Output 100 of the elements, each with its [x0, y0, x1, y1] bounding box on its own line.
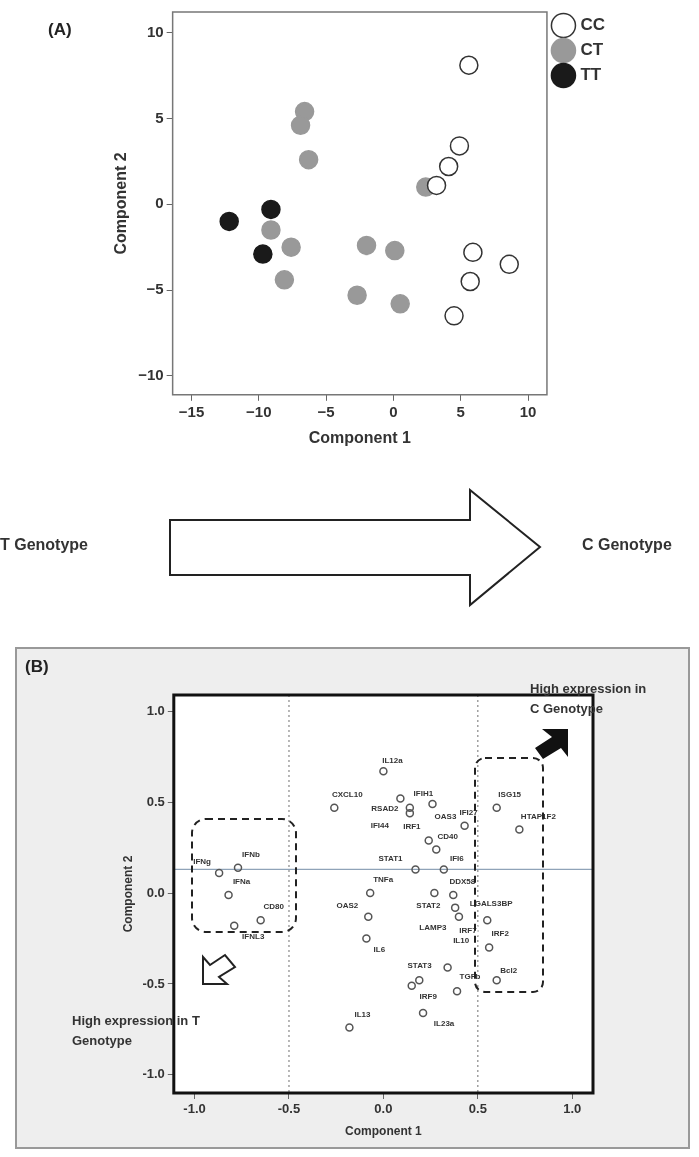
y-tick-label: -0.5: [142, 975, 165, 991]
point: [515, 825, 524, 834]
point: [405, 803, 415, 812]
point: [224, 890, 233, 900]
legend-label: TT: [580, 65, 602, 85]
x-tick-label: −10: [246, 402, 272, 420]
point: [443, 963, 452, 972]
x-tick-label: 0.0: [374, 1101, 393, 1117]
point: [452, 986, 462, 996]
point: [253, 244, 273, 264]
point: [450, 903, 460, 912]
annotation: IL12a: [382, 755, 404, 765]
x-tick-label: 10: [519, 402, 537, 420]
annotation: ISG15: [498, 789, 522, 799]
point: [463, 242, 483, 263]
annotation: LAMP3: [419, 922, 448, 932]
point: [454, 912, 464, 921]
y-tick-label: 1.0: [146, 702, 165, 718]
point: [411, 865, 420, 874]
point: [219, 211, 239, 232]
annotation: RSAD2: [371, 803, 399, 813]
point: [492, 803, 501, 812]
text: T Genotype: [0, 536, 89, 554]
point: [290, 115, 311, 136]
annotation: IFNL3: [242, 932, 265, 942]
annotation: IRF9: [419, 991, 438, 1001]
annotation: IFI6: [449, 853, 465, 863]
point: [460, 271, 480, 292]
text: (B): [25, 657, 49, 677]
annotation: STAT3: [407, 960, 433, 970]
point: [281, 237, 301, 257]
x-axis-title: Component 1: [345, 1124, 423, 1139]
point: [426, 175, 447, 196]
y-tick-label: 5: [155, 108, 164, 126]
point: [492, 976, 501, 985]
point: [430, 888, 439, 898]
point: [364, 912, 373, 921]
x-tick-label: −5: [317, 402, 335, 420]
annotation: IFIH1: [413, 788, 434, 798]
point: [428, 799, 437, 809]
y-tick-label: −10: [138, 366, 164, 384]
annotation: IFI44: [370, 821, 390, 831]
y-tick-label: 0.0: [146, 884, 165, 900]
point: [449, 136, 470, 156]
point: [438, 156, 459, 177]
legend-label: CC: [580, 15, 606, 35]
legend-label: CT: [580, 40, 604, 60]
point: [407, 981, 416, 991]
point: [459, 55, 479, 75]
text: (A): [48, 20, 72, 40]
point: [460, 821, 469, 831]
annotation: CXCL10: [331, 789, 364, 799]
annotation: TNFa: [373, 875, 394, 885]
x-tick-label: 0.5: [468, 1101, 487, 1117]
y-tick-label: 0: [155, 194, 164, 212]
point: [233, 863, 243, 872]
annotation: IFNa: [232, 877, 251, 887]
y-axis-title: Component 2: [120, 855, 135, 933]
point: [432, 845, 441, 854]
annotation: IRF1: [403, 822, 422, 832]
point: [298, 149, 319, 170]
annotation: OAS3: [434, 812, 457, 822]
annotation: IRF2: [491, 928, 510, 938]
x-tick-label: −15: [178, 402, 205, 420]
point: [365, 888, 375, 898]
x-tick-label: -1.0: [183, 1101, 206, 1117]
annotation: OAS2: [336, 900, 359, 910]
point: [347, 285, 367, 305]
annotation: IFNg: [193, 857, 212, 867]
point: [418, 1008, 428, 1018]
y-tick-label: 10: [146, 22, 164, 40]
point: [261, 199, 281, 220]
point: [405, 808, 415, 818]
point: [390, 294, 410, 314]
annotation: CD80: [263, 901, 285, 911]
point: [415, 976, 424, 985]
annotation: IL10: [453, 935, 470, 945]
point: [424, 836, 433, 845]
annotation: DDX58: [449, 877, 476, 887]
y-tick-label: 0.5: [146, 793, 165, 809]
y-tick-label: -1.0: [142, 1066, 165, 1082]
point: [439, 865, 449, 874]
point: [229, 921, 239, 931]
x-axis-title: Component 1: [308, 428, 412, 446]
point: [274, 270, 295, 290]
point: [379, 767, 388, 776]
annotation: IL13: [354, 1009, 371, 1019]
point: [345, 1023, 354, 1032]
x-tick-label: 5: [456, 402, 465, 420]
point: [499, 254, 519, 275]
point: [396, 794, 405, 803]
point: [484, 943, 494, 952]
x-tick-label: 0: [389, 402, 398, 420]
point: [256, 916, 265, 925]
point: [385, 240, 405, 261]
point: [261, 220, 281, 240]
y-tick-label: −5: [146, 280, 164, 298]
x-tick-label: -0.5: [277, 1101, 301, 1117]
point: [449, 890, 458, 900]
annotation: STAT1: [378, 853, 404, 863]
